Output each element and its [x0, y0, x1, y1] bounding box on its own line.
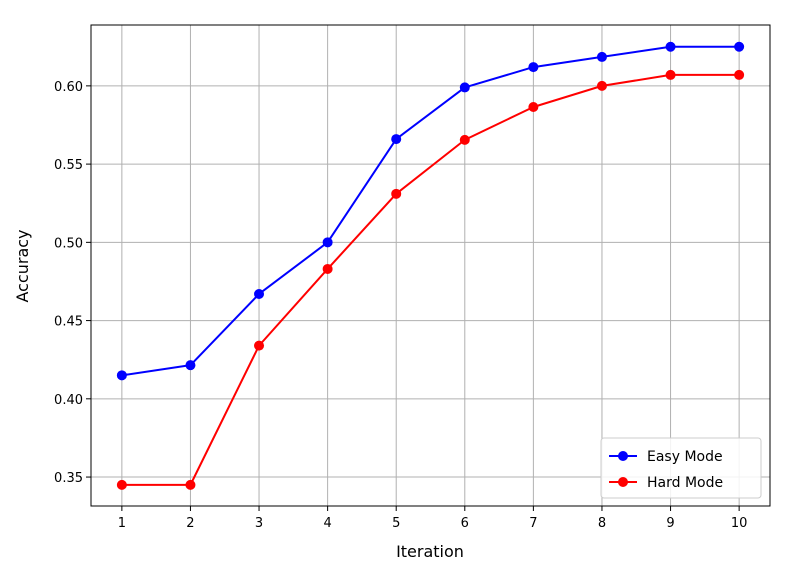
y-axis-label: Accuracy: [13, 229, 32, 302]
data-point-easy-mode: [596, 51, 607, 62]
x-tick-label: 3: [255, 516, 263, 531]
data-point-easy-mode: [322, 237, 333, 248]
y-tick-label: 0.35: [54, 471, 83, 486]
x-tick-label: 4: [323, 516, 331, 531]
data-point-hard-mode: [734, 69, 745, 80]
data-point-hard-mode: [596, 80, 607, 91]
data-point-easy-mode: [185, 360, 196, 371]
series-layer: [116, 41, 745, 490]
data-point-easy-mode: [254, 288, 265, 299]
legend-label-easy-mode: Easy Mode: [647, 449, 723, 465]
y-tick-label: 0.50: [54, 236, 83, 251]
plot-frame: [90, 24, 771, 507]
data-point-hard-mode: [391, 188, 402, 199]
series-line-easy-mode: [121, 45, 740, 377]
data-point-easy-mode: [665, 41, 676, 52]
y-tick-label: 0.40: [54, 393, 83, 408]
x-tick-label: 7: [529, 516, 537, 531]
data-point-hard-mode: [254, 340, 265, 351]
y-tick-label: 0.55: [54, 158, 83, 173]
data-point-easy-mode: [734, 41, 745, 52]
data-point-easy-mode: [459, 82, 470, 93]
data-point-hard-mode: [116, 479, 127, 490]
series-hard-mode: [116, 69, 745, 490]
series-easy-mode: [116, 41, 745, 381]
plot-background: [91, 25, 770, 506]
x-tick-label: 1: [118, 516, 126, 531]
y-tick-label: 0.60: [54, 80, 83, 95]
x-axis-label: Iteration: [396, 542, 464, 561]
legend-label-hard-mode: Hard Mode: [647, 475, 723, 491]
legend-marker-easy-mode: [618, 451, 628, 461]
data-point-hard-mode: [459, 134, 470, 145]
x-tick-label: 6: [461, 516, 469, 531]
x-tick-label: 10: [731, 516, 748, 531]
data-point-hard-mode: [665, 69, 676, 80]
y-tick-label: 0.45: [54, 315, 83, 330]
data-point-easy-mode: [528, 62, 539, 73]
legend-box: [600, 437, 762, 499]
data-point-hard-mode: [185, 479, 196, 490]
data-point-easy-mode: [116, 370, 127, 381]
legend: Easy Mode Hard Mode: [600, 437, 762, 499]
x-tick-label: 2: [186, 516, 194, 531]
y-axis-ticks: 0.35 0.40 0.45 0.50 0.55 0.60: [54, 80, 91, 486]
x-axis-ticks: 1 2 3 4 5 6 7 8 9 10: [118, 506, 748, 531]
x-tick-label: 9: [666, 516, 674, 531]
grid: [91, 25, 770, 506]
legend-marker-hard-mode: [618, 477, 628, 487]
data-point-easy-mode: [391, 134, 402, 145]
series-line-hard-mode: [121, 73, 740, 486]
x-tick-label: 5: [392, 516, 400, 531]
data-point-hard-mode: [322, 263, 333, 274]
data-point-hard-mode: [528, 101, 539, 112]
x-tick-label: 8: [598, 516, 606, 531]
